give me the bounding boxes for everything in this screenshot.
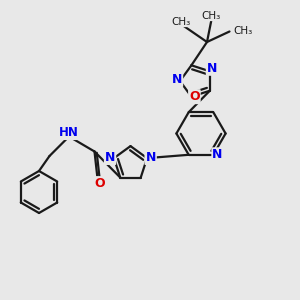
Text: N: N — [105, 151, 115, 164]
Text: CH₃: CH₃ — [202, 11, 221, 21]
Text: HN: HN — [59, 126, 79, 139]
Text: CH₃: CH₃ — [172, 16, 191, 27]
Text: O: O — [94, 177, 105, 190]
Text: N: N — [146, 151, 156, 164]
Text: O: O — [189, 90, 200, 103]
Text: N: N — [207, 62, 217, 75]
Text: CH₃: CH₃ — [234, 26, 253, 37]
Text: N: N — [172, 73, 182, 86]
Text: N: N — [212, 148, 223, 161]
